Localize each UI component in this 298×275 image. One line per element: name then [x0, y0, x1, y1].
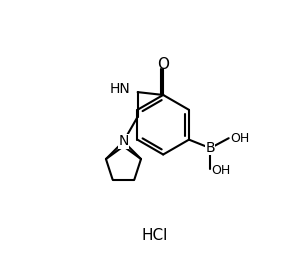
Text: HCl: HCl	[142, 228, 168, 243]
Text: N: N	[118, 134, 129, 148]
Text: O: O	[157, 57, 169, 72]
Text: OH: OH	[230, 132, 249, 145]
Text: HN: HN	[110, 82, 131, 96]
Text: B: B	[205, 141, 215, 155]
Text: OH: OH	[212, 164, 231, 177]
